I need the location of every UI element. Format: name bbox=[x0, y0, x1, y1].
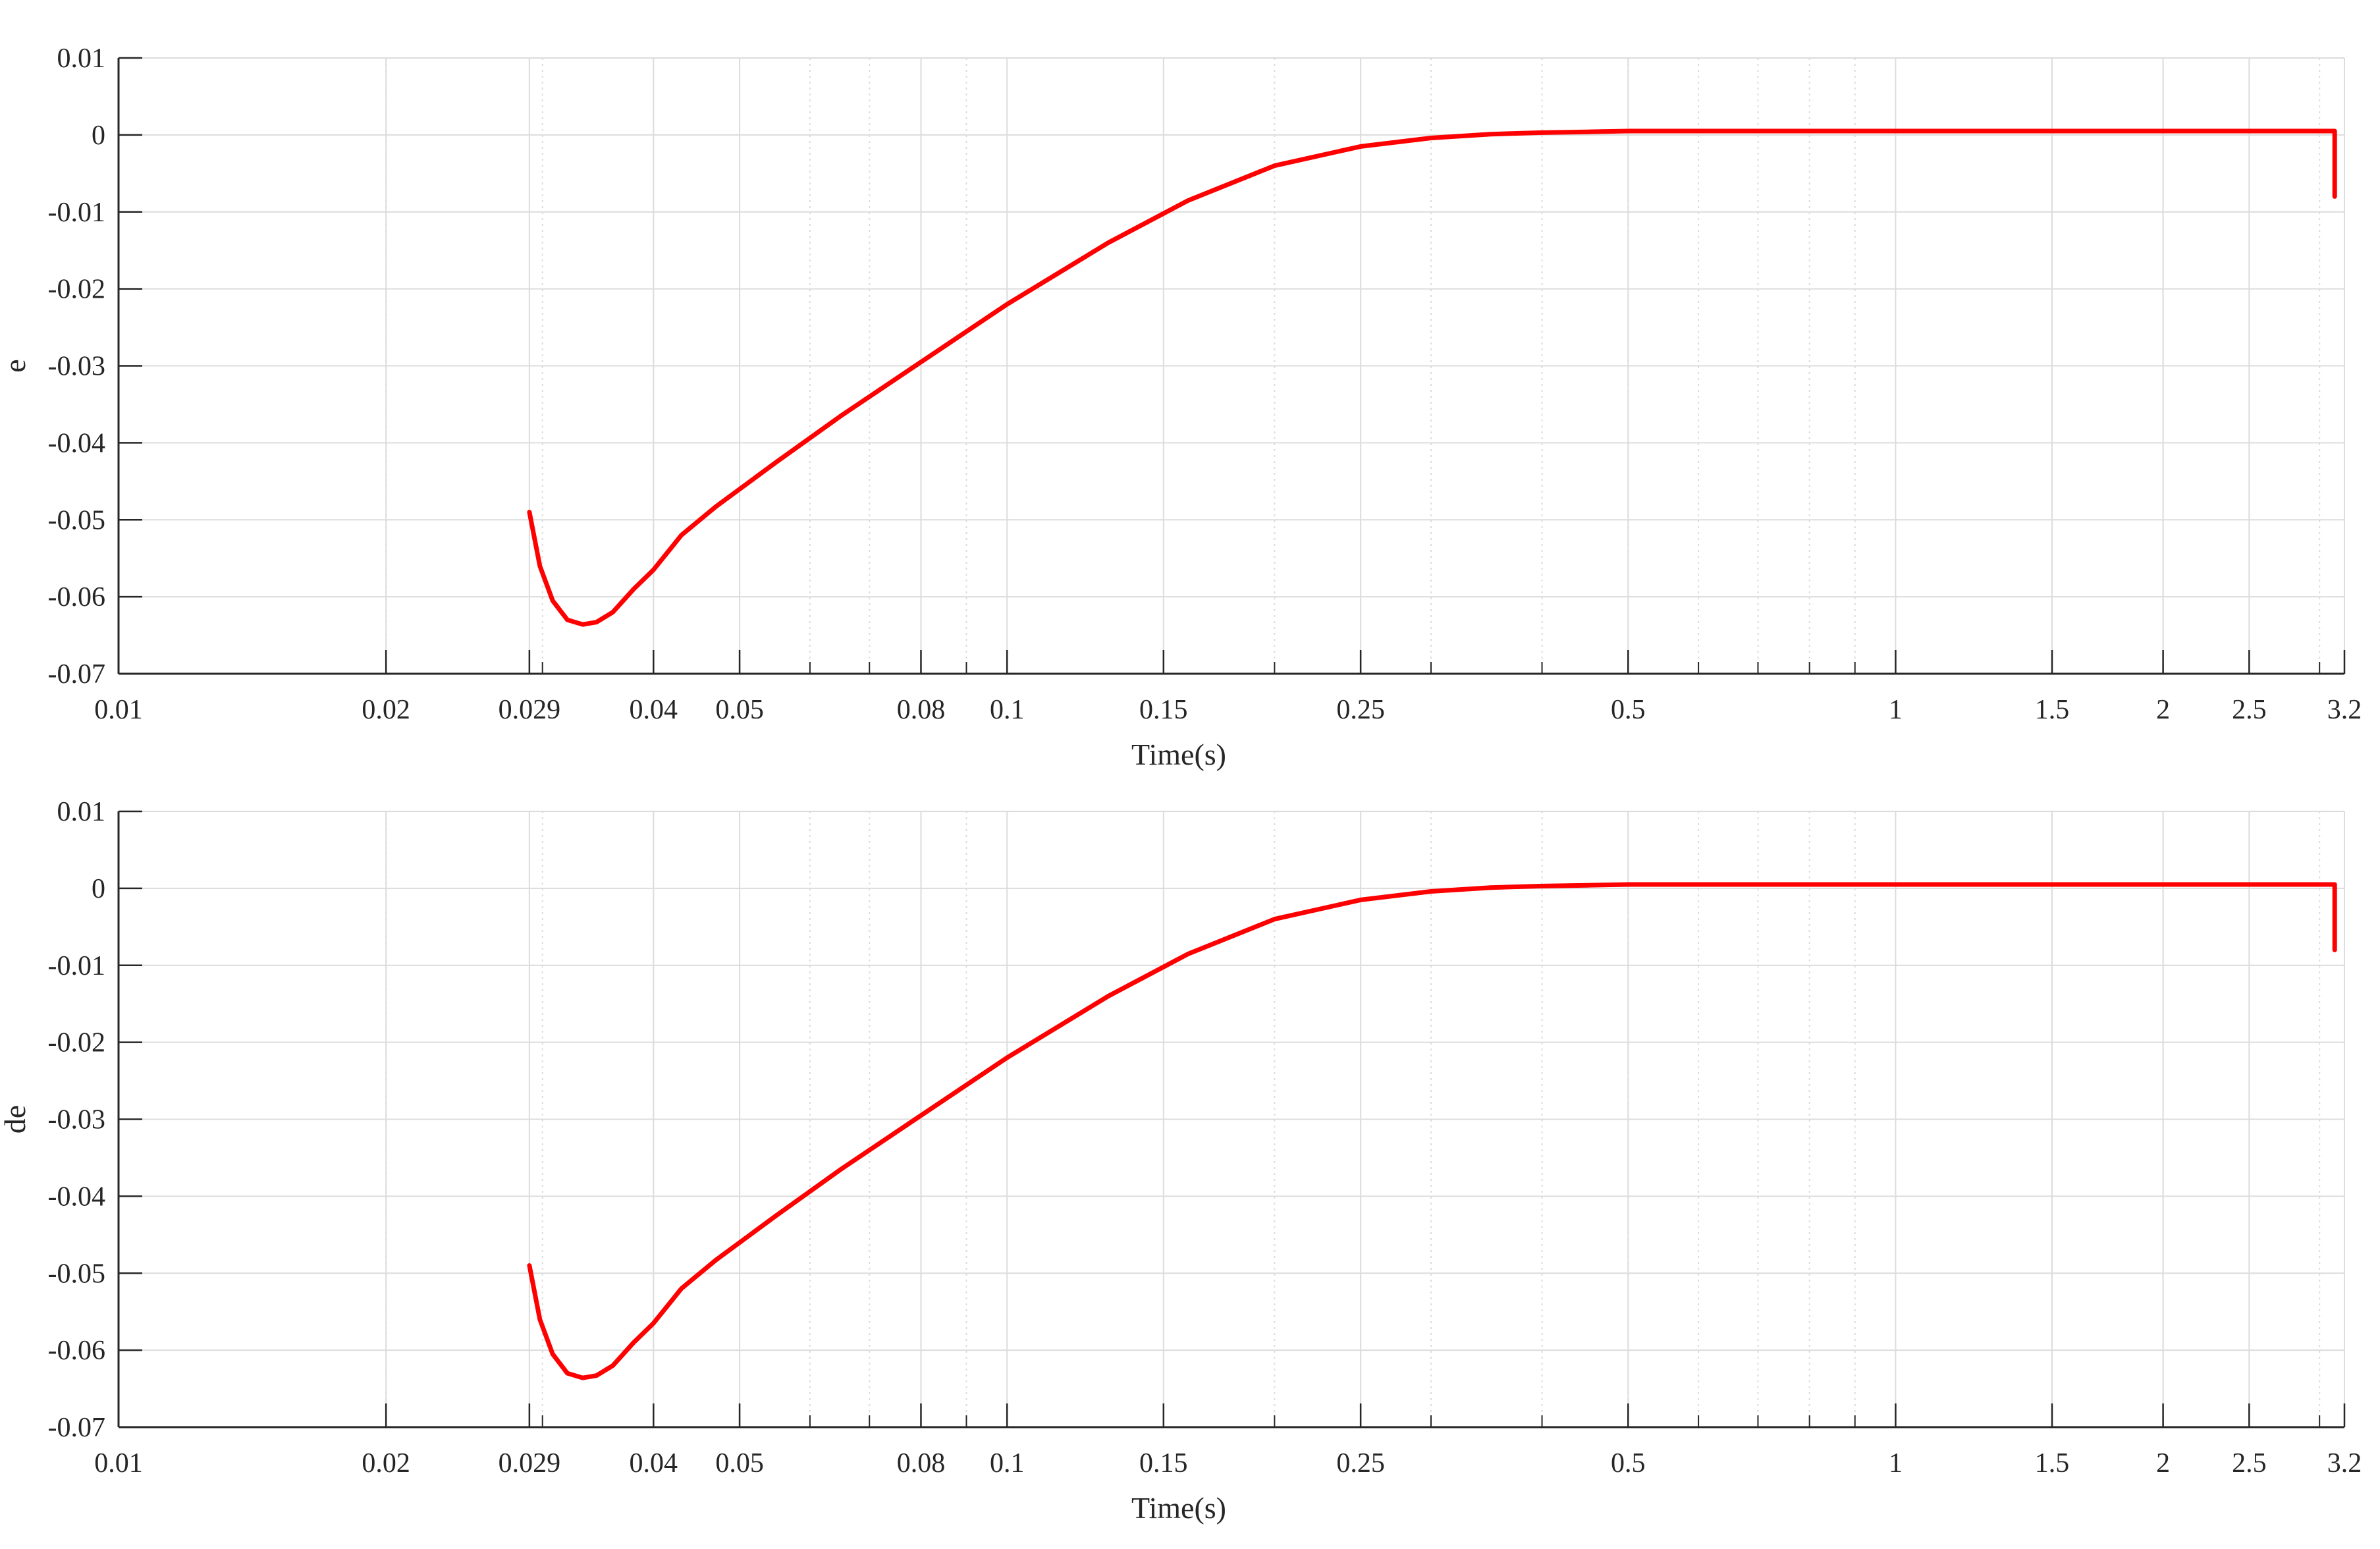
x-tick-label: 0.029 bbox=[499, 695, 561, 725]
y-tick-label: -0.04 bbox=[48, 1182, 106, 1212]
x-tick-label: 0.1 bbox=[990, 695, 1025, 725]
x-tick-label: 0.25 bbox=[1336, 1448, 1385, 1479]
y-tick-label: -0.06 bbox=[48, 1336, 106, 1366]
x-tick-label: 0.15 bbox=[1139, 1448, 1188, 1479]
y-tick-label: 0 bbox=[92, 874, 105, 904]
y-tick-label: -0.02 bbox=[48, 1028, 106, 1058]
x-tick-label: 0.01 bbox=[94, 1448, 143, 1479]
y-tick-label: 0 bbox=[92, 121, 105, 151]
y-tick-label: -0.05 bbox=[48, 1259, 106, 1289]
x-tick-label: 2.5 bbox=[2232, 695, 2267, 725]
y-tick-label: -0.01 bbox=[48, 198, 106, 228]
x-tick-label: 0.029 bbox=[499, 1448, 561, 1479]
y-axis-title: e bbox=[0, 359, 32, 372]
x-tick-label: 0.5 bbox=[1611, 695, 1646, 725]
x-tick-label: 3.2 bbox=[2327, 695, 2362, 725]
y-axis-title: de bbox=[0, 1105, 32, 1133]
x-axis-title: Time(s) bbox=[1131, 738, 1226, 771]
x-tick-label: 3.2 bbox=[2327, 1448, 2362, 1479]
y-tick-label: -0.01 bbox=[48, 951, 106, 981]
x-tick-label: 0.04 bbox=[630, 1448, 678, 1479]
y-tick-label: -0.03 bbox=[48, 352, 106, 382]
x-tick-label: 0.5 bbox=[1611, 1448, 1646, 1479]
grid-lines bbox=[118, 57, 2345, 674]
x-tick-label: 0.04 bbox=[630, 695, 678, 725]
x-tick-label: 2 bbox=[2156, 695, 2170, 725]
chart-panel-1: 0.01 0.02 0.029 0.04 0.05 0.08 0.1 0.15 0.25 0.5 1… bbox=[0, 43, 2362, 771]
x-tick-label: 1 bbox=[1889, 695, 1903, 725]
x-tick-label: 0.05 bbox=[715, 1448, 764, 1479]
x-tick-label: 0.1 bbox=[990, 1448, 1025, 1479]
y-tick-label: 0.01 bbox=[57, 797, 106, 827]
x-tick-label: 2.5 bbox=[2232, 1448, 2267, 1479]
y-tick-label: -0.07 bbox=[48, 659, 106, 690]
x-tick-label: 0.02 bbox=[362, 695, 410, 725]
x-tick-label: 0.15 bbox=[1139, 695, 1188, 725]
y-tick-label: -0.05 bbox=[48, 505, 106, 535]
x-tick-label: 0.08 bbox=[897, 1448, 946, 1479]
x-tick-label: 2 bbox=[2156, 1448, 2170, 1479]
y-tick-label: -0.04 bbox=[48, 428, 106, 458]
y-tick-label: 0.01 bbox=[57, 43, 106, 74]
chart-panel-2: 0.01 0.02 0.029 0.04 0.05 0.08 0.1 0.15 0.25 0.5 1… bbox=[0, 797, 2362, 1525]
y-tick-label: -0.03 bbox=[48, 1105, 106, 1135]
x-tick-label: 1.5 bbox=[2035, 1448, 2070, 1479]
y-tick-label: -0.02 bbox=[48, 275, 106, 305]
x-tick-label: 0.01 bbox=[94, 695, 143, 725]
x-tick-label: 1.5 bbox=[2035, 695, 2070, 725]
x-tick-label: 0.08 bbox=[897, 695, 946, 725]
y-tick-label: -0.06 bbox=[48, 582, 106, 612]
x-axis-title: Time(s) bbox=[1131, 1491, 1226, 1525]
x-tick-label: 0.25 bbox=[1336, 695, 1385, 725]
series-line-1 bbox=[527, 128, 2337, 627]
x-tick-label: 0.02 bbox=[362, 1448, 410, 1479]
series-line-1 bbox=[527, 882, 2337, 1380]
y-tick-label: -0.07 bbox=[48, 1413, 106, 1443]
x-tick-label: 1 bbox=[1889, 1448, 1903, 1479]
x-tick-label: 0.05 bbox=[715, 695, 764, 725]
